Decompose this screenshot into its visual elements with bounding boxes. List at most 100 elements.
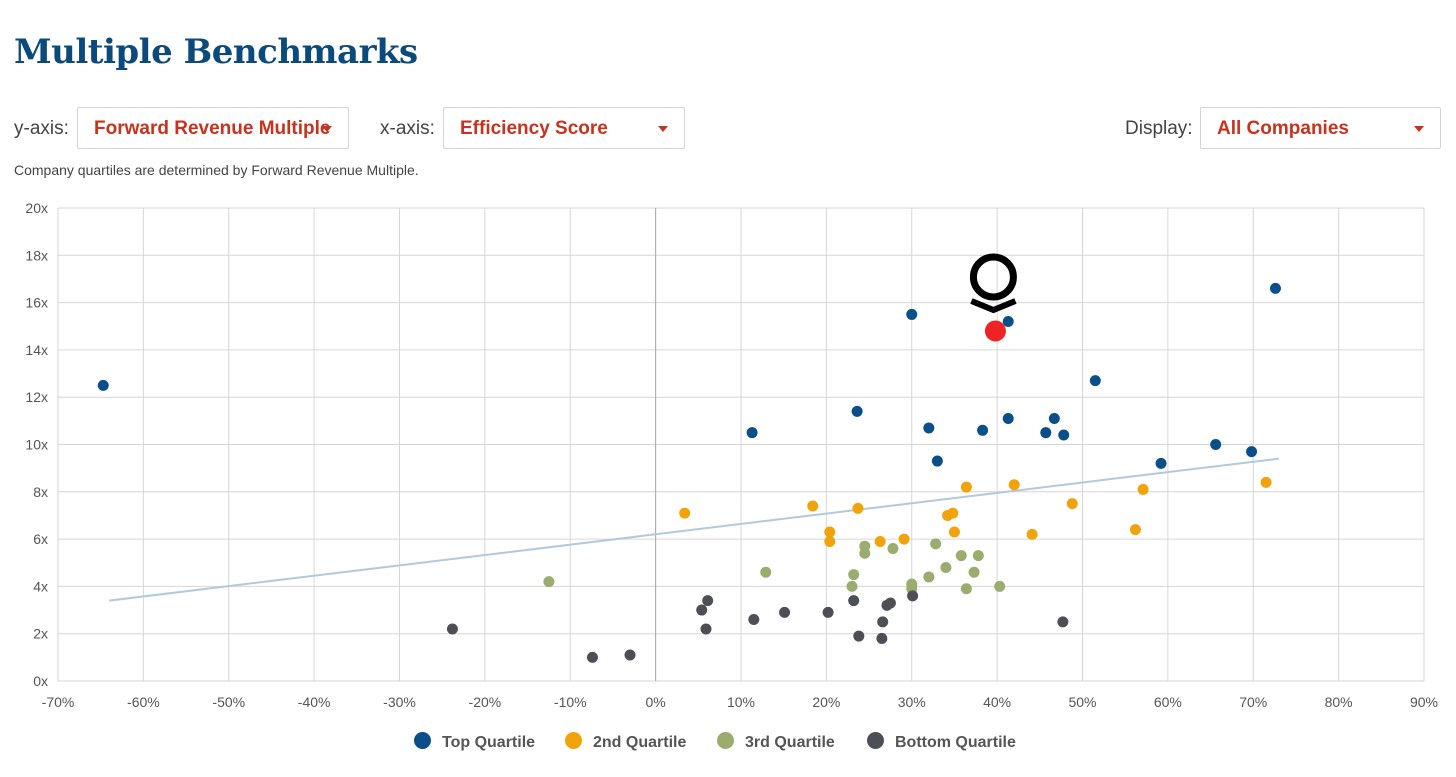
data-point-top-quartile <box>977 424 989 436</box>
chevron-down-icon <box>1414 126 1424 132</box>
y-tick-label: 4x <box>33 578 48 594</box>
x-tick-label: -30% <box>383 694 416 710</box>
legend-label: Bottom Quartile <box>895 734 1016 751</box>
x-tick-label: -60% <box>127 694 160 710</box>
y-tick-label: 0x <box>33 673 48 689</box>
legend-dot-top-quartile <box>414 732 431 749</box>
data-point-2nd-quartile <box>824 526 836 538</box>
data-point-bottom-quartile <box>877 616 889 628</box>
y-tick-label: 6x <box>33 531 48 547</box>
y-tick-label: 20x <box>25 200 48 216</box>
chevron-down-icon <box>322 126 332 132</box>
x-tick-label: 20% <box>812 694 840 710</box>
data-point-bottom-quartile <box>586 651 598 663</box>
data-point-2nd-quartile <box>960 481 972 493</box>
data-point-3rd-quartile <box>760 566 772 578</box>
data-point-bottom-quartile <box>822 606 834 618</box>
x-tick-label: 80% <box>1325 694 1353 710</box>
data-point-bottom-quartile <box>907 590 919 602</box>
data-point-bottom-quartile <box>876 632 888 644</box>
y-axis-dropdown[interactable]: Forward Revenue Multiple <box>77 107 349 149</box>
x-axis-label: x-axis: <box>380 118 435 139</box>
y-tick-label: 8x <box>33 484 48 500</box>
location-pin-icon-tail <box>970 298 1017 314</box>
data-point-2nd-quartile <box>948 526 960 538</box>
x-tick-label: 90% <box>1410 694 1438 710</box>
data-point-top-quartile <box>1058 429 1070 441</box>
data-point-top-quartile <box>1040 427 1052 439</box>
data-point-3rd-quartile <box>994 580 1006 592</box>
y-tick-label: 2x <box>33 626 48 642</box>
data-point-top-quartile <box>746 427 758 439</box>
x-tick-label: -50% <box>212 694 245 710</box>
y-axis-label: y-axis: <box>14 118 69 139</box>
display-label: Display: <box>1125 118 1193 139</box>
x-tick-label: 30% <box>898 694 926 710</box>
page-title: Multiple Benchmarks <box>14 32 418 72</box>
chart-legend: Top Quartile 2nd Quartile 3rd Quartile B… <box>0 730 1456 756</box>
data-point-top-quartile <box>1155 457 1167 469</box>
x-axis-dropdown[interactable]: Efficiency Score <box>443 107 685 149</box>
data-point-3rd-quartile <box>972 550 984 562</box>
data-point-2nd-quartile <box>852 502 864 514</box>
quartile-note: Company quartiles are determined by Forw… <box>14 162 419 178</box>
data-point-2nd-quartile <box>898 533 910 545</box>
x-tick-label: -20% <box>469 694 502 710</box>
highlight-point <box>984 320 1006 342</box>
x-tick-label: 40% <box>983 694 1011 710</box>
data-point-top-quartile <box>1002 316 1014 328</box>
legend-dot-3rd-quartile <box>717 732 734 749</box>
data-point-2nd-quartile <box>824 535 836 547</box>
data-point-3rd-quartile <box>955 550 967 562</box>
x-tick-label: -70% <box>42 694 75 710</box>
data-point-3rd-quartile <box>543 576 555 588</box>
data-point-3rd-quartile <box>940 561 952 573</box>
data-point-bottom-quartile <box>853 630 865 642</box>
data-point-3rd-quartile <box>968 566 980 578</box>
data-point-2nd-quartile <box>1260 476 1272 488</box>
data-point-top-quartile <box>1246 446 1258 458</box>
data-point-2nd-quartile <box>807 500 819 512</box>
chevron-down-icon <box>658 126 668 132</box>
data-point-2nd-quartile <box>679 507 691 519</box>
display-dropdown[interactable]: All Companies <box>1200 107 1441 149</box>
data-point-bottom-quartile <box>624 649 636 661</box>
data-point-3rd-quartile <box>930 538 942 550</box>
data-point-bottom-quartile <box>702 595 714 607</box>
y-tick-label: 18x <box>25 247 48 263</box>
display-dropdown-value: All Companies <box>1217 118 1349 139</box>
x-tick-label: 60% <box>1154 694 1182 710</box>
data-point-2nd-quartile <box>874 535 886 547</box>
data-point-bottom-quartile <box>848 595 860 607</box>
data-point-top-quartile <box>1210 439 1222 450</box>
data-point-bottom-quartile <box>1057 616 1069 628</box>
data-point-bottom-quartile <box>748 614 760 626</box>
data-point-2nd-quartile <box>947 507 959 519</box>
data-point-3rd-quartile <box>887 543 899 555</box>
legend-dot-2nd-quartile <box>565 732 582 749</box>
y-axis-dropdown-value: Forward Revenue Multiple <box>94 118 331 139</box>
x-tick-label: -10% <box>554 694 587 710</box>
x-tick-label: -40% <box>298 694 331 710</box>
data-point-top-quartile <box>923 422 935 434</box>
legend-label: 3rd Quartile <box>745 734 835 751</box>
legend-dot-bottom-quartile <box>867 732 884 749</box>
location-pin-icon <box>969 253 1017 301</box>
data-point-2nd-quartile <box>1137 483 1149 495</box>
data-point-bottom-quartile <box>700 623 712 635</box>
data-point-3rd-quartile <box>846 580 858 592</box>
y-tick-label: 16x <box>25 295 48 311</box>
data-point-top-quartile <box>1002 412 1014 424</box>
data-point-3rd-quartile <box>923 571 935 583</box>
x-tick-label: 10% <box>727 694 755 710</box>
data-point-top-quartile <box>1089 375 1101 387</box>
data-point-bottom-quartile <box>696 604 708 616</box>
data-point-top-quartile <box>1269 282 1281 294</box>
data-point-2nd-quartile <box>1008 479 1020 491</box>
data-point-bottom-quartile <box>779 606 791 618</box>
data-point-top-quartile <box>851 405 863 417</box>
data-point-bottom-quartile <box>884 597 896 609</box>
data-point-2nd-quartile <box>1066 498 1078 510</box>
data-point-3rd-quartile <box>859 547 871 559</box>
x-axis-dropdown-value: Efficiency Score <box>460 118 608 139</box>
